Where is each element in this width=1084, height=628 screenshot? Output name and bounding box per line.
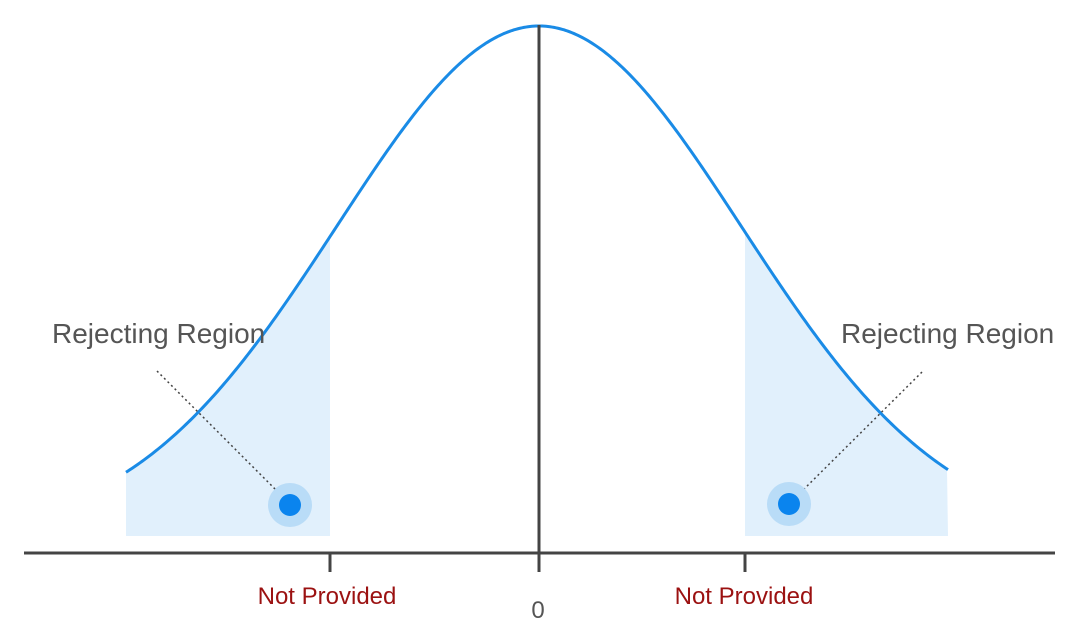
right-critical-value-label: Not Provided [675, 583, 814, 610]
right-marker-dot [778, 493, 800, 515]
center-value-label: 0 [531, 597, 544, 624]
left-critical-value-label: Not Provided [258, 583, 397, 610]
left-rejecting-region-label: Rejecting Region [52, 318, 265, 349]
bell-curve [125, 24, 949, 474]
left-leader-line [156, 370, 290, 504]
left-rejecting-region-shade [126, 236, 330, 536]
right-rejecting-region-label: Rejecting Region [841, 318, 1054, 349]
right-leader-line [789, 371, 923, 504]
left-marker-dot [279, 494, 301, 516]
